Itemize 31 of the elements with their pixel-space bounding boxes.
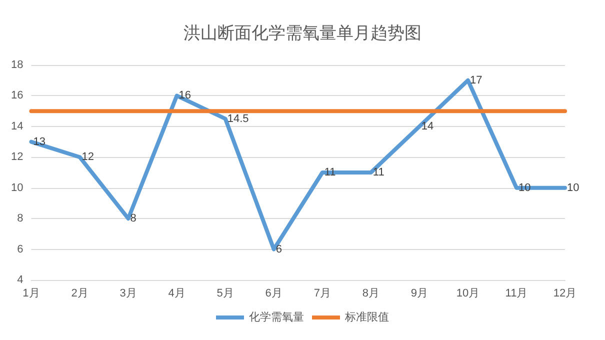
data-label: 17 [470, 74, 482, 86]
data-label: 10 [567, 182, 580, 194]
data-label: 6 [276, 243, 282, 256]
x-tick-label: 9月 [410, 288, 428, 300]
data-label: 11 [372, 166, 384, 178]
y-tick-label: 4 [17, 274, 24, 286]
x-tick-label: 10月 [456, 288, 480, 300]
data-label: 14 [421, 120, 434, 132]
y-tick-label: 12 [10, 151, 24, 164]
y-tick-label: 6 [17, 243, 24, 256]
legend-label: 化学需氧量 [249, 312, 304, 324]
data-label: 8 [130, 212, 136, 225]
x-tick-label: 8月 [362, 288, 380, 300]
x-tick-label: 7月 [314, 288, 331, 300]
x-tick-label: 4月 [168, 288, 186, 300]
x-tick-label: 3月 [120, 288, 137, 300]
y-tick-label: 8 [17, 212, 24, 225]
legend-label: 标准限值 [344, 310, 389, 324]
x-tick-label: 6月 [265, 288, 282, 300]
data-label: 12 [82, 151, 94, 164]
x-tick-label: 1月 [22, 288, 40, 300]
x-tick-label: 12月 [553, 288, 577, 300]
x-tick-label: 5月 [216, 288, 234, 300]
x-tick-label: 11月 [505, 288, 528, 300]
y-tick-label: 16 [10, 90, 24, 102]
y-tick-label: 10 [10, 182, 24, 194]
chart-title: 洪山断面化学需氧量单月趋势图 [184, 24, 422, 44]
y-tick-label: 14 [10, 120, 24, 132]
x-tick-label: 2月 [71, 288, 88, 300]
y-tick-label: 18 [10, 59, 24, 71]
data-label: 14.5 [227, 112, 249, 125]
